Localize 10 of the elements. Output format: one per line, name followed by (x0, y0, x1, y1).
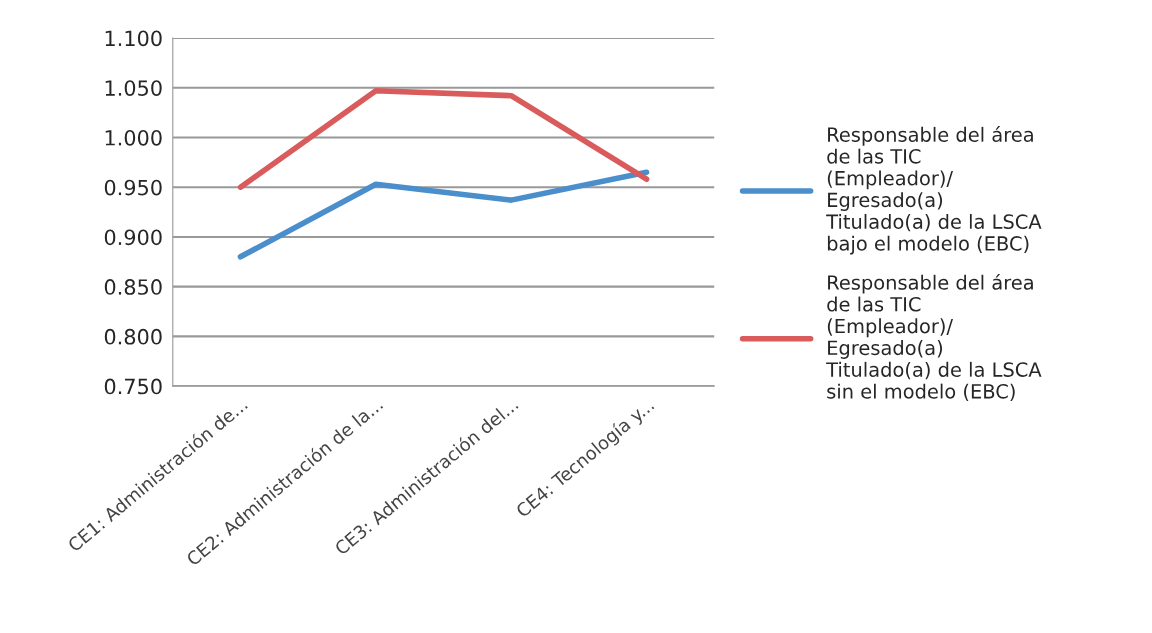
y-tick-label: 1.100 (105, 30, 162, 47)
legend-label: Responsable del área de las TIC (Empleador)/ Egresado(a) Titulado(a) de la LSCA sin el modelo (EBC) (826, 274, 1042, 401)
y-tick-label: 0.800 (104, 328, 162, 345)
legend-label: Responsable del área de las TIC (Empleador)/ Egresado(a) Titulado(a) de la LSCA bajo el modelo (EBC) (826, 126, 1042, 255)
y-tick-label: 0.750 (104, 378, 162, 395)
y-tick-label: 0.900 (104, 229, 162, 246)
y-tick-label: 1.000 (105, 129, 162, 146)
y-tick-label: 0.850 (104, 279, 162, 295)
y-tick-label: 0.950 (104, 179, 162, 196)
y-tick-label: 1.050 (105, 80, 162, 96)
